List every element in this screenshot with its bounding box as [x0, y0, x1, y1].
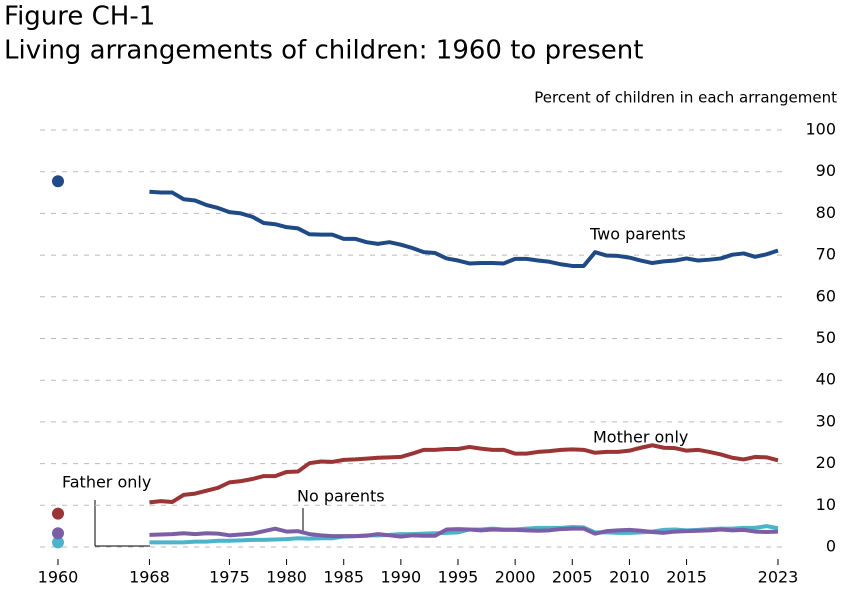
series-label: No parents: [297, 487, 385, 506]
x-tick-label: 2000: [495, 568, 536, 587]
y-tick-label: 60: [816, 286, 836, 305]
x-tick-label: 1968: [129, 568, 170, 587]
x-tick-label: 1975: [209, 568, 250, 587]
x-tick-label: 2015: [666, 568, 707, 587]
x-tick-label: 2023: [758, 568, 799, 587]
y-tick-label: 20: [816, 453, 836, 472]
x-tick-label: 2010: [609, 568, 650, 587]
series-label: Mother only: [593, 428, 688, 447]
series-line: [149, 526, 779, 539]
point: [52, 527, 64, 540]
x-tick-label: 2005: [552, 568, 593, 587]
y-tick-label: 10: [816, 495, 836, 514]
series-line: [149, 189, 779, 268]
series-label: Father only: [62, 473, 151, 492]
y-tick-label: 90: [816, 161, 836, 180]
y-tick-label: 100: [805, 120, 836, 139]
y-tick-label: 40: [816, 370, 836, 389]
x-tick-label: 1990: [380, 568, 421, 587]
y-tick-label: 50: [816, 328, 836, 347]
x-tick-label: 1960: [38, 568, 79, 587]
y-tick-label: 30: [816, 411, 836, 430]
y-tick-label: 0: [826, 537, 836, 556]
point: [52, 175, 64, 188]
y-tick-label: 70: [816, 245, 836, 264]
y-tick-label: 80: [816, 203, 836, 222]
point: [52, 507, 64, 520]
x-tick-label: 1995: [438, 568, 479, 587]
series-label: Two parents: [589, 225, 686, 244]
series-line: [149, 443, 779, 505]
chart-subtitle: Living arrangements of children: 1960 to…: [4, 36, 643, 66]
x-tick-label: 1980: [266, 568, 307, 587]
x-tick-label: 1985: [323, 568, 364, 587]
point: [52, 536, 64, 549]
chart-title: Figure CH-1: [4, 2, 155, 32]
y-axis-label: Percent of children in each arrangement: [534, 89, 837, 107]
